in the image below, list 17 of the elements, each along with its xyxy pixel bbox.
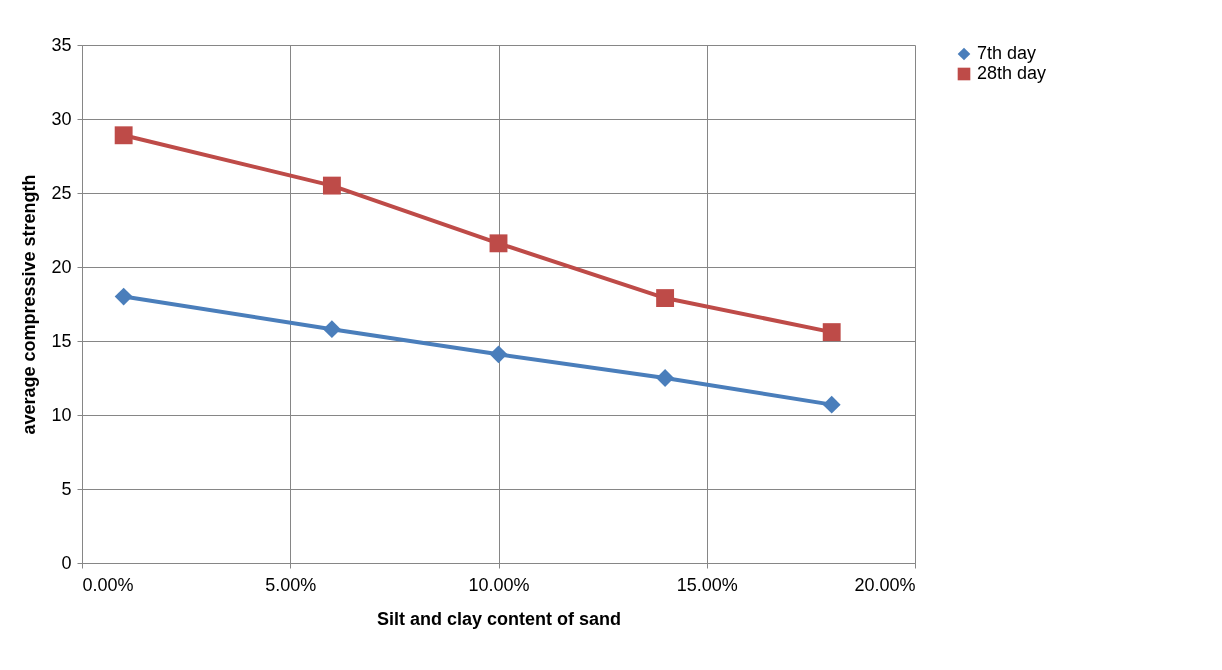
y-axis-title: average compressive strength — [19, 174, 40, 435]
x-tick-label: 10.00% — [468, 574, 530, 595]
y-tick-label: 10 — [51, 404, 72, 425]
x-tick-label: 15.00% — [676, 574, 738, 595]
y-tick-label: 0 — [61, 552, 72, 573]
x-tick-label: 20.00% — [854, 574, 916, 595]
y-tick-label: 30 — [51, 108, 72, 129]
y-tick-label: 15 — [51, 330, 72, 351]
y-tick-label: 5 — [61, 478, 72, 499]
legend-label: 7th day — [977, 43, 1037, 63]
x-tick-label: 5.00% — [265, 574, 317, 595]
y-tick-label: 35 — [51, 34, 72, 55]
y-tick-label: 25 — [51, 182, 72, 203]
x-axis-title: Silt and clay content of sand — [376, 608, 622, 629]
y-tick-label: 20 — [51, 256, 72, 277]
legend-label: 28th day — [977, 63, 1047, 83]
x-tick-label: 0.00% — [82, 574, 134, 595]
